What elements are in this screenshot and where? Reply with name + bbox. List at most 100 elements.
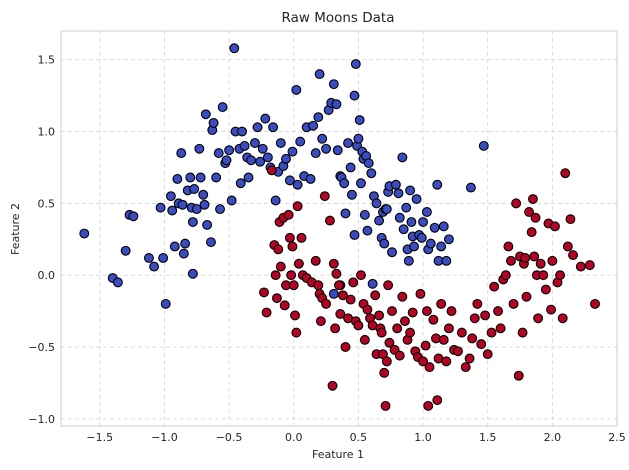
data-point [493,306,503,317]
data-point [340,208,351,219]
data-point [229,43,240,54]
data-point [270,270,281,281]
data-point [169,241,180,252]
data-point [540,284,551,295]
data-point [275,261,286,272]
data-point [349,230,360,240]
data-point [562,241,573,252]
data-point [295,136,306,147]
data-point [310,255,321,266]
data-point [221,155,232,166]
data-point [308,120,319,131]
data-point [328,79,339,90]
data-point [187,217,198,227]
data-point [198,189,209,200]
data-point [208,117,219,128]
data-point [441,255,452,266]
data-point [371,198,382,209]
data-point [432,395,443,406]
data-point [393,188,404,199]
data-point [340,342,351,352]
data-point [284,175,295,186]
y-tick-label: 1.0 [38,126,56,139]
data-point [255,156,266,167]
data-point [443,234,454,245]
data-point [500,270,511,281]
data-point [428,314,439,325]
data-point [383,280,394,291]
data-point [418,356,428,367]
data-point [394,212,405,223]
data-point [438,334,449,345]
data-point [384,337,395,348]
data-point [345,162,356,173]
data-point [268,122,279,133]
data-point [335,309,346,319]
data-point [79,228,90,239]
data-point [411,194,422,205]
data-point [284,232,295,243]
y-tick-label: 0.5 [38,197,56,210]
data-point [405,185,416,196]
data-point [446,306,457,317]
data-point [535,258,546,269]
data-point [143,252,154,263]
data-point [441,356,452,367]
data-point [390,179,401,190]
data-point [489,281,500,292]
data-point [328,258,339,269]
y-tick-label: 1.5 [38,54,56,67]
data-point [199,199,210,210]
data-point [331,268,342,279]
data-point [560,168,571,179]
data-point [287,146,298,157]
data-point [237,126,247,137]
data-point [465,182,476,193]
data-point [345,294,356,305]
data-point [321,143,332,154]
data-point [529,251,540,262]
data-point [366,168,377,179]
data-point [533,313,544,324]
data-point [315,316,326,327]
data-point [436,298,447,309]
data-point [480,310,491,321]
data-point [392,323,403,334]
data-point [367,278,378,289]
data-point [275,138,286,148]
data-point [423,400,434,411]
y-tick-label: −1.0 [28,413,55,426]
data-point [538,270,549,281]
data-point [464,353,475,364]
data-point [546,304,557,315]
data-point [165,191,176,202]
data-point [584,260,595,271]
data-point [250,138,260,148]
data-point [469,313,480,324]
data-point [330,323,341,334]
data-point [305,173,316,184]
data-point [359,334,370,345]
data-point [397,291,408,302]
data-point [398,224,409,235]
x-tick-labels: −1.5 −1.0 −0.5 0.0 0.5 1.0 1.5 2.0 2.5 [86,431,625,444]
data-point [292,179,303,190]
data-point [296,232,307,243]
data-point [362,304,373,315]
data-point [517,327,528,338]
data-point [460,362,471,373]
data-point [379,238,390,249]
data-point [290,310,300,321]
data-point [120,245,131,256]
data-point [334,280,344,291]
data-point [310,148,321,159]
y-tick-labels: −1.0 −0.5 0.0 0.5 1.0 1.5 [28,54,55,426]
data-point [293,258,304,269]
chart-title: Raw Moons Data [282,10,395,26]
data-point [524,207,535,217]
data-point [217,102,228,113]
data-point [568,250,578,261]
data-point [394,350,405,361]
data-point [243,172,254,183]
